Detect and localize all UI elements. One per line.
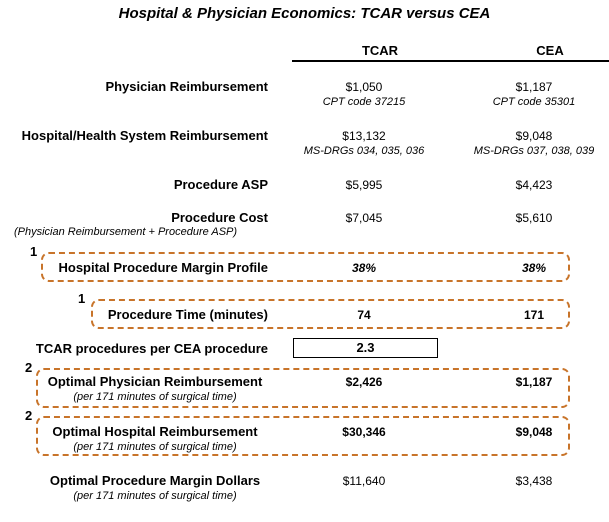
footnote-marker-1: 1 <box>78 291 86 306</box>
cea-hospital-reimbursement-note: MS-DRGs 037, 038, 039 <box>473 145 595 157</box>
tcar-physician-reimbursement: $1,050 <box>345 80 383 94</box>
row-label-procedure-cost: Procedure Cost <box>171 210 268 225</box>
cea-procedure-cost: $5,610 <box>515 211 553 225</box>
tcar-optimal-physician: $2,426 <box>345 375 383 389</box>
column-header-cea: CEA <box>536 43 564 58</box>
row-sublabel-optimal-margin: (per 171 minutes of surgical time) <box>73 490 237 502</box>
column-header-tcar: TCAR <box>361 43 399 58</box>
tcar-optimal-hospital: $30,346 <box>342 425 386 439</box>
footnote-marker-2: 2 <box>25 360 33 375</box>
row-label-hospital-reimbursement: Hospital/Health System Reimbursement <box>21 128 268 143</box>
row-label-margin-profile: Hospital Procedure Margin Profile <box>58 260 269 275</box>
cea-physician-reimbursement: $1,187 <box>515 80 553 94</box>
row-label-optimal-margin: Optimal Procedure Margin Dollars <box>49 473 261 488</box>
cea-optimal-hospital: $9,048 <box>515 425 553 439</box>
cea-hospital-reimbursement: $9,048 <box>515 129 553 143</box>
row-label-procedure-asp: Procedure ASP <box>173 177 268 192</box>
cea-optimal-margin: $3,438 <box>515 474 553 488</box>
procedure-time-highlight-box <box>91 299 570 329</box>
cea-optimal-physician: $1,187 <box>515 375 553 389</box>
optimal-physician-highlight-box <box>36 368 570 408</box>
row-sublabel-optimal-physician: (per 171 minutes of surgical time) <box>73 391 237 403</box>
tcar-procedure-cost: $7,045 <box>345 211 383 225</box>
tcar-hospital-reimbursement: $13,132 <box>342 129 386 143</box>
tcar-procedure-asp: $5,995 <box>345 178 383 192</box>
row-label-optimal-hospital: Optimal Hospital Reimbursement <box>52 424 258 439</box>
row-label-physician-reimbursement: Physician Reimbursement <box>105 79 268 94</box>
cea-physician-reimbursement-note: CPT code 35301 <box>492 96 576 108</box>
column-underline-cea <box>462 60 609 62</box>
tcar-margin-profile: 38% <box>351 261 377 275</box>
row-label-optimal-physician: Optimal Physician Reimbursement <box>47 374 263 389</box>
footnote-marker-1: 1 <box>30 244 38 259</box>
footnote-marker-2: 2 <box>25 408 33 423</box>
page-title: Hospital & Physician Economics: TCAR ver… <box>118 5 491 22</box>
cea-margin-profile: 38% <box>521 261 547 275</box>
row-sublabel-optimal-hospital: (per 171 minutes of surgical time) <box>73 441 237 453</box>
tcar-per-cea-value-box: 2.3 <box>293 338 438 358</box>
cea-procedure-time: 171 <box>523 308 545 322</box>
row-label-procedure-time: Procedure Time (minutes) <box>107 307 268 322</box>
cea-procedure-asp: $4,423 <box>515 178 553 192</box>
margin-profile-highlight-box <box>41 252 570 282</box>
row-sublabel-procedure-cost: (Physician Reimbursement + Procedure ASP… <box>14 226 238 238</box>
tcar-physician-reimbursement-note: CPT code 37215 <box>322 96 406 108</box>
tcar-optimal-margin: $11,640 <box>342 474 386 488</box>
column-underline-tcar <box>292 60 468 62</box>
tcar-procedure-time: 74 <box>357 308 371 322</box>
optimal-hospital-highlight-box <box>36 416 570 456</box>
tcar-hospital-reimbursement-note: MS-DRGs 034, 035, 036 <box>303 145 425 157</box>
row-label-tcar-per-cea: TCAR procedures per CEA procedure <box>35 341 268 356</box>
